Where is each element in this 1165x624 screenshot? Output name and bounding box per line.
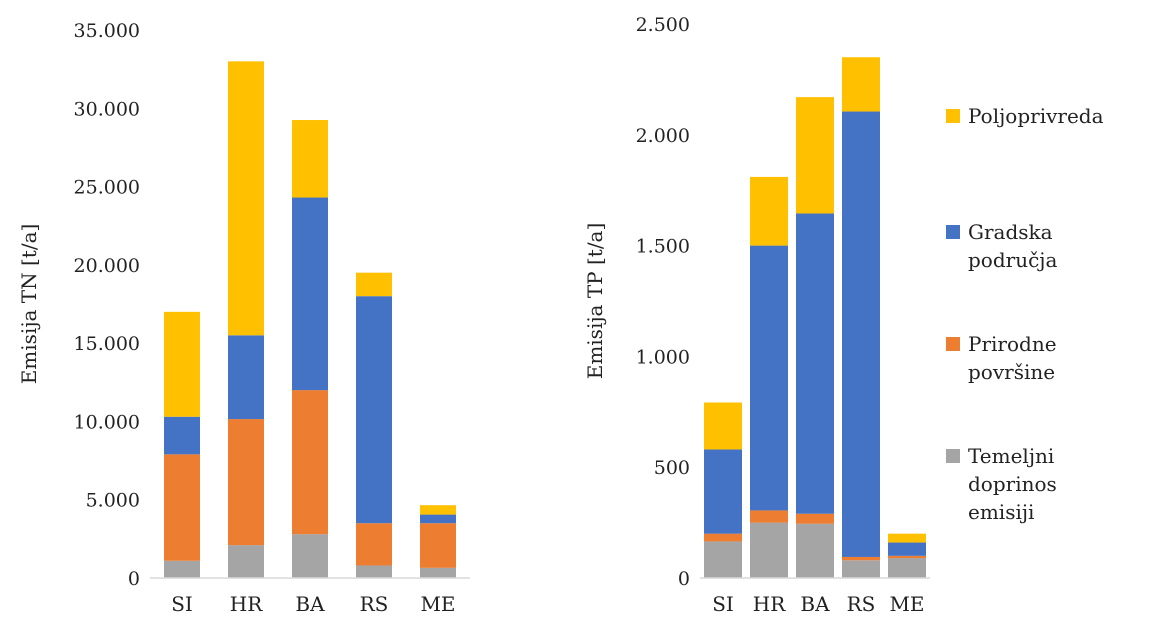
chart-tp-x-label-ba: BA (800, 592, 830, 616)
chart-tp-bar-hr-poljoprivreda (750, 176, 788, 246)
legend-item-poljoprivreda: Poljoprivreda (946, 102, 1104, 130)
chart-tn-bar-rs-poljoprivreda (356, 272, 392, 297)
chart-tn-y-axis-title: Emisija TN [t/a] (17, 224, 41, 385)
chart-tp-ytick-label: 0 (678, 568, 690, 590)
chart-tp-bar-hr-gradska-podrucja (750, 245, 788, 511)
chart-tp-x-label-me: ME (889, 592, 924, 616)
chart-tn-bar-rs-temeljni-doprinos-emisiji (356, 565, 392, 578)
legend: Poljoprivreda Gradska područja Prirodne … (946, 0, 1165, 624)
chart-tn-ytick-label: 0 (128, 568, 140, 590)
legend-swatch-prirodne-povrsine (946, 337, 960, 351)
chart-tn-bar-si-temeljni-doprinos-emisiji (164, 560, 200, 578)
legend-swatch-poljoprivreda (946, 109, 960, 123)
chart-tp-bar-hr-prirodne-povrsine (750, 510, 788, 523)
chart-tp-bar-si-prirodne-povrsine (704, 533, 742, 542)
chart-tn-bar-hr-temeljni-doprinos-emisiji (228, 545, 264, 578)
chart-tp-bar-si-temeljni-doprinos-emisiji (704, 541, 742, 578)
chart-tn-ytick-label: 10.000 (74, 411, 140, 433)
chart-tn-ytick-label: 20.000 (74, 255, 140, 277)
chart-tn-bar-me-gradska-podrucja (420, 514, 456, 524)
chart-tn-x-label-si: SI (171, 592, 193, 616)
chart-tn-bar-ba-temeljni-doprinos-emisiji (292, 534, 328, 578)
legend-label-prirodne-povrsine: Prirodne površine (968, 332, 1057, 384)
chart-tp-ytick-label: 2.000 (636, 125, 690, 147)
chart-tn-bar-ba-poljoprivreda (292, 120, 328, 198)
chart-tn-bar-ba-prirodne-povrsine (292, 390, 328, 535)
chart-tn-bar-hr-prirodne-povrsine (228, 419, 264, 546)
chart-tn-bar-me-prirodne-povrsine (420, 523, 456, 568)
chart-tn-x-label-rs: RS (360, 592, 389, 616)
chart-tp-ytick-label: 500 (654, 457, 690, 479)
chart-tn-ytick-label: 35.000 (74, 20, 140, 42)
chart-tn-bar-rs-gradska-podrucja (356, 296, 392, 524)
chart-tn-bar-hr-poljoprivreda (228, 61, 264, 336)
chart-tp-bar-rs-poljoprivreda (842, 57, 880, 112)
chart-tn-bar-me-temeljni-doprinos-emisiji (420, 567, 456, 578)
legend-swatch-temeljni-doprinos (946, 449, 960, 463)
chart-tn-ytick-label: 5.000 (86, 490, 140, 512)
chart-tn-x-label-hr: HR (230, 592, 263, 616)
chart-tn-bar-si-gradska-podrucja (164, 416, 200, 455)
chart-tn-ytick-label: 25.000 (74, 177, 140, 199)
chart-tp-bar-ba-poljoprivreda (796, 97, 834, 214)
chart-tn-ytick-label: 30.000 (74, 98, 140, 120)
chart-tp-ytick-label: 1.500 (636, 236, 690, 258)
chart-tn-ytick-label: 15.000 (74, 333, 140, 355)
chart-tp-bar-me-temeljni-doprinos-emisiji (888, 558, 926, 578)
chart-tp-x-label-hr: HR (753, 592, 786, 616)
chart-tp-ytick-label: 1.000 (636, 346, 690, 368)
legend-item-prirodne-povrsine: Prirodne površine (946, 330, 1057, 386)
chart-tp-bar-rs-prirodne-povrsine (842, 556, 880, 561)
chart-tp-bar-si-gradska-podrucja (704, 449, 742, 534)
chart-tn-x-label-ba: BA (295, 592, 325, 616)
chart-tp-x-label-si: SI (712, 592, 734, 616)
chart-tn-bar-me-poljoprivreda (420, 505, 456, 515)
legend-item-gradska-podrucja: Gradska područja (946, 218, 1057, 274)
chart-tp-bar-ba-prirodne-povrsine (796, 513, 834, 524)
chart-tn-bar-rs-prirodne-povrsine (356, 523, 392, 566)
chart-tp-ytick-label: 2.500 (636, 14, 690, 36)
legend-label-poljoprivreda: Poljoprivreda (968, 104, 1104, 128)
chart-tp-bar-rs-temeljni-doprinos-emisiji (842, 560, 880, 578)
legend-label-temeljni-doprinos: Temeljni doprinos emisiji (968, 444, 1057, 524)
chart-tp-bar-ba-temeljni-doprinos-emisiji (796, 523, 834, 578)
chart-tn-bar-ba-gradska-podrucja (292, 197, 328, 391)
legend-label-gradska-podrucja: Gradska područja (968, 220, 1058, 272)
chart-tp-bar-si-poljoprivreda (704, 402, 742, 450)
chart-tn-bar-hr-gradska-podrucja (228, 335, 264, 420)
chart-tp-bar-me-prirodne-povrsine (888, 555, 926, 559)
chart-tn-bar-si-prirodne-povrsine (164, 454, 200, 561)
chart-tn-x-label-me: ME (420, 592, 455, 616)
chart-tp-bar-me-poljoprivreda (888, 533, 926, 543)
chart-tp-bar-hr-temeljni-doprinos-emisiji (750, 522, 788, 578)
chart-tp-bar-rs-gradska-podrucja (842, 111, 880, 557)
chart-tn-bar-si-poljoprivreda (164, 311, 200, 417)
chart-tp-bar-me-gradska-podrucja (888, 542, 926, 556)
legend-swatch-gradska-podrucja (946, 225, 960, 239)
chart-tp-bar-ba-gradska-podrucja (796, 213, 834, 514)
chart-tp-x-label-rs: RS (847, 592, 876, 616)
legend-item-temeljni-doprinos: Temeljni doprinos emisiji (946, 442, 1057, 526)
chart-tp-y-axis-title: Emisija TP [t/a] (583, 223, 607, 380)
